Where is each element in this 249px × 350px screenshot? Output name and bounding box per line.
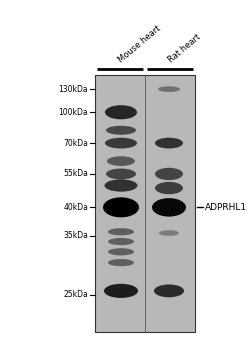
Text: 35kDa: 35kDa [63, 231, 88, 240]
Ellipse shape [155, 138, 183, 148]
Text: ADPRHL1: ADPRHL1 [205, 203, 247, 212]
Text: Rat heart: Rat heart [166, 33, 202, 65]
Ellipse shape [155, 182, 183, 194]
Bar [95, 75, 195, 332]
Ellipse shape [106, 126, 136, 135]
Ellipse shape [105, 179, 137, 192]
Text: Mouse heart: Mouse heart [116, 25, 162, 65]
Ellipse shape [103, 197, 139, 217]
Text: 25kDa: 25kDa [63, 290, 88, 299]
Ellipse shape [107, 156, 135, 166]
Ellipse shape [108, 259, 134, 266]
Ellipse shape [105, 105, 137, 119]
Ellipse shape [104, 284, 138, 298]
Ellipse shape [155, 168, 183, 180]
Text: 55kDa: 55kDa [63, 169, 88, 178]
Text: 40kDa: 40kDa [63, 203, 88, 212]
Ellipse shape [108, 248, 134, 255]
Text: 100kDa: 100kDa [58, 108, 88, 117]
Ellipse shape [158, 86, 180, 92]
Ellipse shape [105, 138, 137, 148]
Text: 130kDa: 130kDa [58, 85, 88, 94]
Ellipse shape [159, 230, 179, 236]
Ellipse shape [152, 198, 186, 217]
Ellipse shape [108, 228, 134, 235]
Ellipse shape [154, 285, 184, 297]
Ellipse shape [108, 238, 134, 245]
Ellipse shape [106, 169, 136, 179]
Text: 70kDa: 70kDa [63, 139, 88, 148]
